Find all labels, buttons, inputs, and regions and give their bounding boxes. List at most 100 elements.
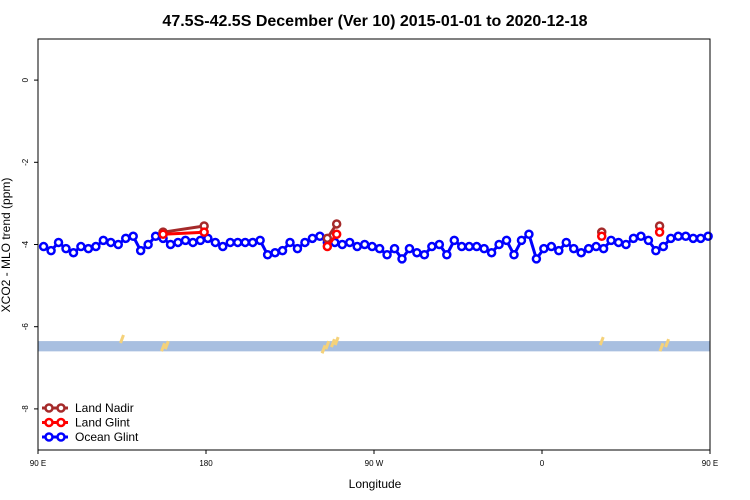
- ocean-glint-point: [509, 250, 519, 260]
- land-glint-point: [654, 227, 665, 237]
- ocean-glint-point: [673, 231, 684, 242]
- ocean-band: [38, 341, 710, 352]
- ocean-glint-point: [568, 243, 579, 254]
- x-tick-label: 90 E: [702, 459, 718, 468]
- ocean-glint-point: [38, 241, 49, 252]
- ocean-glint-point: [307, 233, 318, 244]
- ocean-glint-point: [434, 239, 445, 250]
- land-nadir-point: [322, 233, 333, 244]
- land-nadir-point: [331, 219, 342, 229]
- land-nadir-line: [162, 224, 205, 234]
- x-tick-label: 90 E: [30, 459, 46, 468]
- ocean-glint-point: [255, 235, 265, 246]
- ocean-glint-point: [337, 239, 348, 250]
- ocean-glint-point: [479, 243, 489, 254]
- ocean-glint-point: [61, 243, 71, 254]
- ocean-glint-point: [195, 235, 206, 246]
- ocean-glint-point: [598, 243, 609, 254]
- ocean-glint-point: [576, 247, 586, 258]
- x-tick-label: 180: [199, 459, 213, 468]
- land-marker: [119, 334, 125, 344]
- ocean-glint-point: [464, 241, 474, 252]
- ocean-glint-point: [262, 250, 273, 260]
- ocean-glint-point: [486, 247, 497, 258]
- ocean-glint-point: [613, 237, 624, 248]
- land-marker: [330, 338, 336, 348]
- ocean-glint-point: [218, 241, 228, 252]
- ocean-glint-point: [456, 241, 467, 252]
- ocean-glint-point: [120, 233, 131, 244]
- land-glint-point: [199, 227, 209, 237]
- ocean-glint-point: [449, 235, 460, 246]
- ocean-glint-point: [188, 237, 198, 248]
- ocean-glint-point: [695, 233, 706, 244]
- land-glint-point: [331, 229, 342, 239]
- land-marker: [658, 342, 665, 352]
- ocean-glint-point: [113, 239, 124, 250]
- ocean-glint-point: [382, 250, 392, 260]
- plot-area: [38, 219, 713, 354]
- ocean-glint-point: [666, 233, 676, 244]
- ocean-glint-point: [703, 231, 713, 242]
- ocean-glint-point: [397, 254, 407, 264]
- ocean-glint-point: [516, 235, 527, 246]
- ocean-glint-point: [128, 231, 138, 242]
- land-glint-point: [322, 241, 333, 252]
- legend-entry-label: Land Glint: [75, 416, 130, 430]
- ocean-glint-point: [643, 235, 654, 246]
- ocean-glint-point: [427, 241, 437, 252]
- ocean-glint-point: [404, 243, 415, 254]
- land-marker: [324, 340, 331, 350]
- land-glint-point: [596, 231, 607, 242]
- land-glint-point: [158, 229, 168, 239]
- legend-swatch-marker: [44, 403, 54, 413]
- land-glint-line: [163, 230, 205, 236]
- ocean-glint-point: [46, 245, 56, 256]
- ocean-glint-point: [165, 239, 176, 250]
- ocean-glint-point: [561, 237, 572, 248]
- y-tick-label: -6: [21, 323, 30, 331]
- legend-entry-label: Ocean Glint: [75, 430, 139, 444]
- ocean-glint-point: [300, 237, 310, 248]
- land-marker: [664, 338, 670, 348]
- ocean-glint-point: [225, 237, 236, 248]
- ocean-glint-point: [591, 241, 601, 252]
- land-marker: [160, 342, 166, 352]
- ocean-glint-point: [546, 241, 557, 252]
- ocean-glint-point: [680, 231, 691, 242]
- x-tick-label: 0: [540, 459, 545, 468]
- ocean-glint-point: [539, 243, 549, 254]
- ocean-glint-point: [636, 231, 646, 242]
- ocean-glint-point: [210, 237, 221, 248]
- ocean-glint-point: [83, 243, 94, 254]
- ocean-glint-point: [247, 237, 258, 248]
- ocean-glint-point: [471, 241, 482, 252]
- ocean-glint-point: [292, 243, 303, 254]
- x-axis-label: Longitude: [349, 477, 402, 491]
- ocean-glint-point: [352, 241, 362, 252]
- ocean-glint-point: [367, 241, 377, 252]
- legend-swatch-marker: [44, 417, 54, 428]
- ocean-glint-point: [688, 233, 698, 244]
- ocean-glint-point: [68, 247, 79, 258]
- x-axis: 90 E 180 90 W 0 90 E: [30, 450, 718, 468]
- y-tick-label: 0: [21, 77, 30, 82]
- ocean-glint-point: [98, 235, 109, 246]
- ocean-glint-point: [240, 237, 250, 248]
- ocean-glint-point: [173, 237, 183, 248]
- x-tick-label: 90 W: [365, 459, 384, 468]
- y-tick-label: -2: [21, 158, 30, 166]
- ocean-glint-point: [531, 254, 542, 264]
- land-marker: [163, 340, 170, 350]
- ocean-glint-point: [232, 237, 243, 248]
- ocean-glint-point: [389, 243, 400, 254]
- ocean-glint-point: [658, 241, 669, 252]
- ocean-glint-point: [91, 241, 101, 252]
- legend-swatch-marker: [56, 403, 66, 413]
- y-tick-label: -4: [21, 240, 30, 248]
- ocean-glint-point: [344, 237, 355, 248]
- ocean-glint-point: [135, 245, 146, 256]
- ocean-glint-point: [524, 229, 534, 239]
- ocean-glint-point: [180, 235, 191, 246]
